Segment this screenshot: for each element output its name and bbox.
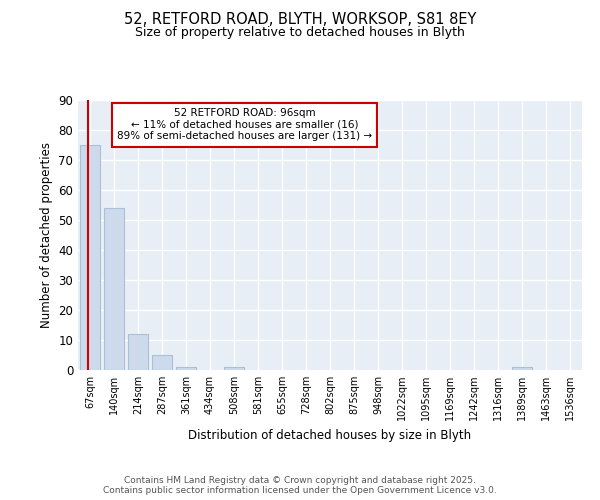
- Bar: [152, 355, 172, 370]
- Bar: [176, 367, 196, 370]
- Bar: [512, 367, 532, 370]
- Text: Contains HM Land Registry data © Crown copyright and database right 2025.
Contai: Contains HM Land Registry data © Crown c…: [103, 476, 497, 495]
- Text: 52 RETFORD ROAD: 96sqm
← 11% of detached houses are smaller (16)
89% of semi-det: 52 RETFORD ROAD: 96sqm ← 11% of detached…: [117, 108, 372, 142]
- Bar: [224, 367, 244, 370]
- X-axis label: Distribution of detached houses by size in Blyth: Distribution of detached houses by size …: [188, 428, 472, 442]
- Text: Size of property relative to detached houses in Blyth: Size of property relative to detached ho…: [135, 26, 465, 39]
- Y-axis label: Number of detached properties: Number of detached properties: [40, 142, 53, 328]
- Bar: [128, 334, 148, 370]
- Bar: [104, 208, 124, 370]
- Bar: [80, 145, 100, 370]
- Text: 52, RETFORD ROAD, BLYTH, WORKSOP, S81 8EY: 52, RETFORD ROAD, BLYTH, WORKSOP, S81 8E…: [124, 12, 476, 28]
